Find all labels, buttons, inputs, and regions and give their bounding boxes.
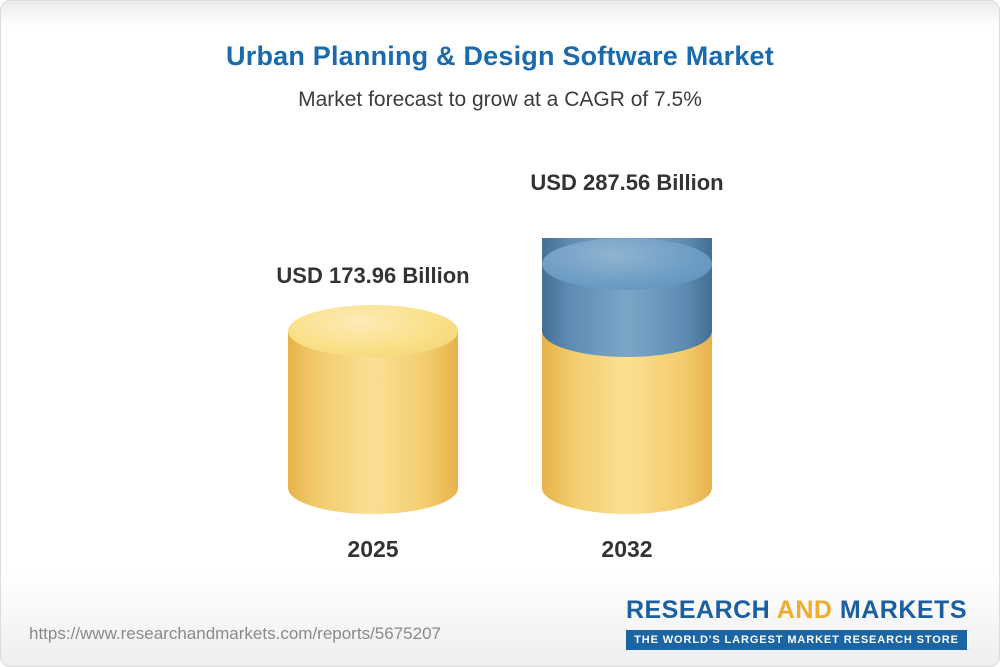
chart-area: USD 173.96 Billion 2025 USD 287.56 Billi…	[1, 170, 999, 563]
logo-word-research: RESEARCH	[625, 596, 771, 624]
research-and-markets-logo: RESEARCH AND MARKETS THE WORLD'S LARGEST…	[625, 596, 967, 650]
logo-word-markets: MARKETS	[839, 596, 967, 624]
cylinder-2032-top-ellipse	[542, 238, 712, 290]
logo-tagline: THE WORLD'S LARGEST MARKET RESEARCH STOR…	[625, 630, 967, 650]
chart-title: Urban Planning & Design Software Market	[226, 41, 774, 71]
logo-word-and: AND	[776, 596, 833, 624]
bar-2032-base-segment	[542, 331, 712, 514]
bar-column-2025: USD 173.96 Billion 2025	[254, 263, 492, 563]
chart-header: Urban Planning & Design Software Market …	[1, 41, 999, 112]
value-label-2025: USD 173.96 Billion	[276, 263, 470, 288]
logo-wordmark: RESEARCH AND MARKETS	[626, 596, 967, 625]
bar-column-2032: USD 287.56 Billion 2032	[508, 170, 746, 563]
bar-2025	[288, 305, 458, 514]
value-label-2032: USD 287.56 Billion	[530, 170, 724, 195]
bar-2032-growth-segment	[542, 238, 712, 357]
cylinder-2025-body	[288, 331, 458, 514]
year-label-2032: 2032	[601, 536, 653, 562]
year-label-2025: 2025	[347, 536, 399, 562]
bar-2032	[542, 212, 712, 514]
cylinder-2032-base-body	[542, 331, 712, 514]
report-url-link[interactable]: https://www.researchandmarkets.com/repor…	[29, 624, 441, 643]
cylinder-2025-top-ellipse	[288, 305, 458, 357]
chart-subtitle: Market forecast to grow at a CAGR of 7.5…	[298, 88, 702, 111]
